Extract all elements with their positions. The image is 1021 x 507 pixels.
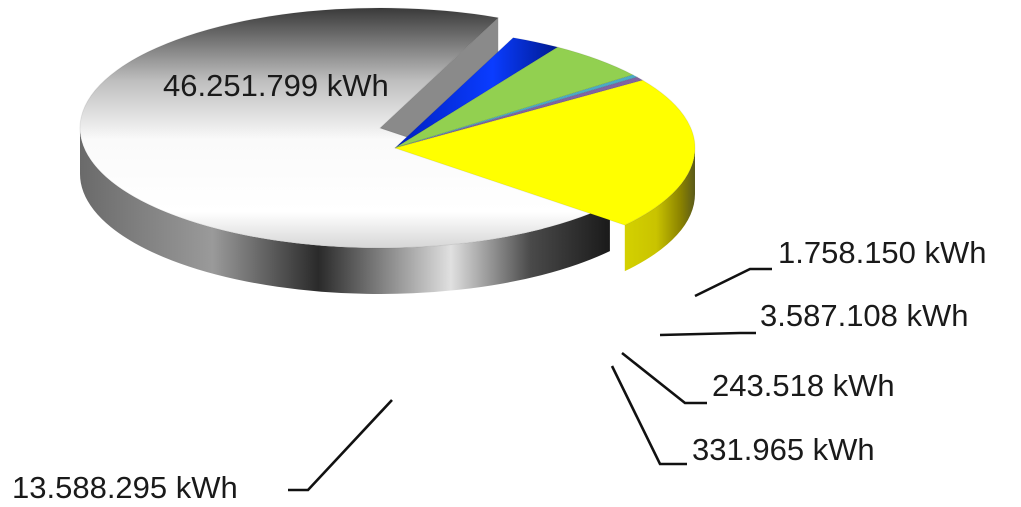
- data-label-1-758-150-kwh: 1.758.150 kWh: [778, 235, 987, 270]
- leader-line-1-758-150-kwh: [694, 267, 772, 298]
- leader-line-13-588-295-kwh: [288, 399, 393, 492]
- data-label-13-588-295-kwh: 13.588.295 kWh: [12, 470, 238, 505]
- leader-line-3-587-108-kwh: [659, 331, 756, 337]
- slice-13-588-295-kwh: [393, 79, 696, 226]
- data-label-3-587-108-kwh: 3.587.108 kWh: [760, 298, 969, 333]
- leader-line-331-965-kwh: [610, 365, 687, 466]
- data-label-46-251-799-kwh: 46.251.799 kWh: [163, 68, 389, 103]
- slice-side-46-251-799-kwh: [80, 128, 610, 295]
- slice-3-587-108-kwh: [394, 46, 635, 149]
- slice-side-13-588-295-kwh: [624, 148, 695, 272]
- slice-331-965-kwh: [394, 76, 644, 149]
- data-label-243-518-kwh: 243.518 kWh: [712, 368, 895, 403]
- leader-line-243-518-kwh: [621, 351, 707, 405]
- slice-1-758-150-kwh: [394, 37, 559, 149]
- slice-46-251-799-kwh: [79, 7, 612, 249]
- slice-243-518-kwh: [394, 74, 639, 149]
- data-label-331-965-kwh: 331.965 kWh: [692, 432, 875, 467]
